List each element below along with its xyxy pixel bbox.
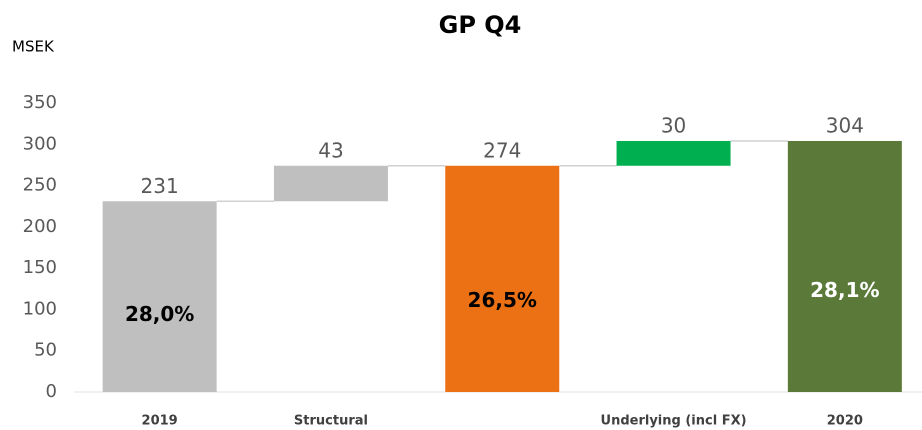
inner-label: 26,5% (468, 288, 537, 312)
y-tick-label: 50 (34, 340, 57, 361)
value-label: 274 (483, 138, 521, 162)
x-tick-label: 2019 (142, 414, 178, 429)
x-tick-label: 2020 (827, 414, 863, 429)
bar (616, 140, 731, 166)
bar (102, 201, 217, 392)
chart-title: GP Q4 (439, 11, 522, 39)
inner-label: 28,0% (125, 302, 194, 326)
value-label: 30 (661, 113, 686, 137)
inner-label: 28,1% (810, 278, 879, 302)
bar (273, 165, 388, 202)
value-label: 43 (318, 138, 343, 162)
value-label: 231 (141, 174, 179, 198)
bar (787, 140, 902, 392)
y-tick-label: 300 (23, 133, 57, 154)
x-tick-label: Structural (294, 414, 368, 429)
y-tick-label: 100 (23, 298, 57, 319)
y-tick-label: 0 (46, 381, 57, 402)
y-tick-label: 150 (23, 257, 57, 278)
y-tick-label: 250 (23, 175, 57, 196)
y-tick-label: 350 (23, 92, 57, 113)
y-axis-label: MSEK (12, 38, 55, 56)
x-tick-label: Underlying (incl FX) (601, 414, 747, 429)
value-label: 304 (826, 113, 864, 137)
y-tick-label: 200 (23, 216, 57, 237)
bar (445, 165, 560, 392)
